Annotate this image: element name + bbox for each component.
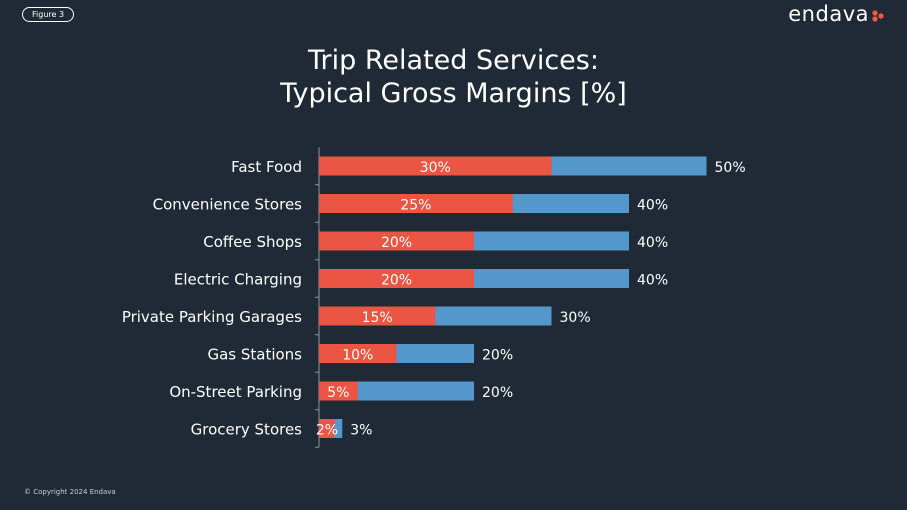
bar-inner [319,231,474,251]
bar-inner [319,156,552,176]
bar-inner [319,419,335,438]
bar-inner-label: 20% [381,273,412,289]
bar-outer-label: 3% [350,423,372,439]
brand-mark-icon [872,9,884,22]
category-label: Coffee Shops [203,233,302,251]
bar-inner-label: 30% [420,160,451,176]
chart-title: Trip Related Services: Typical Gross Mar… [0,44,907,110]
category-label: Grocery Stores [191,421,303,439]
bar-inner [319,381,358,401]
brand-name: endava [788,2,869,26]
bar-inner-label: 10% [342,348,373,364]
bar-inner [319,306,436,326]
bar-inner-label: 15% [362,310,393,326]
bar-inner-label: 2% [316,423,338,439]
bar-outer-label: 40% [637,235,668,251]
brand-logo: endava [788,2,885,26]
bar-outer-label: 40% [637,198,668,214]
chart-title-line-1: Trip Related Services: [308,45,599,76]
category-label: Electric Charging [174,271,302,289]
category-label: Private Parking Garages [122,308,302,326]
bar-outer-label: 50% [715,160,746,176]
category-label: Gas Stations [207,346,302,364]
bar-outer-label: 40% [637,273,668,289]
bar-inner-label: 5% [327,385,349,401]
category-label: Convenience Stores [153,196,303,214]
chart-title-line-2: Typical Gross Margins [%] [280,78,627,109]
bar-outer-label: 20% [482,348,513,364]
category-label: On-Street Parking [169,383,302,401]
copyright-notice: © Copyright 2024 Endava [24,488,116,496]
bar-outer-label: 20% [482,385,513,401]
bar-outer-label: 30% [560,310,591,326]
category-label: Fast Food [231,158,302,176]
bar-inner [319,269,474,288]
bar-inner [319,194,513,213]
bar-inner [319,344,397,363]
bar-inner-label: 20% [381,235,412,251]
figure-label: Figure 3 [22,7,75,22]
bar-inner-label: 25% [400,198,431,214]
